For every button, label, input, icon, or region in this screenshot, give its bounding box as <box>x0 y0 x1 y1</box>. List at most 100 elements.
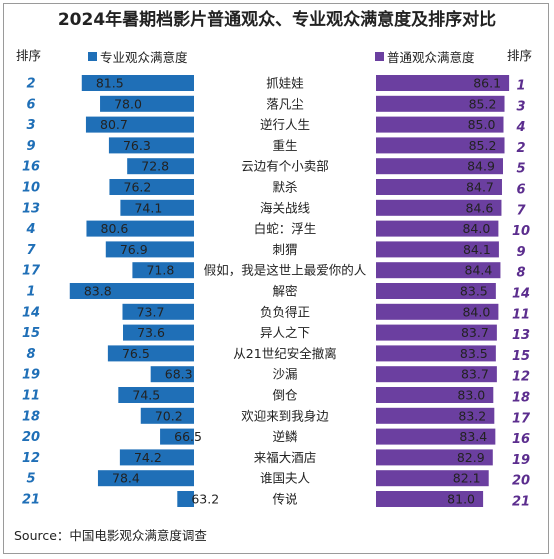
film-name: 解密 <box>272 284 297 299</box>
film-name: 白蛇：浮生 <box>254 221 317 236</box>
bar-professional <box>85 116 194 133</box>
rank-general: 15 <box>512 349 530 364</box>
bar-professional <box>177 491 194 507</box>
rank-professional: 11 <box>22 389 40 404</box>
rank-professional: 12 <box>22 451 40 466</box>
film-name: 从21世纪安全撤离 <box>233 346 336 361</box>
bar-professional <box>105 241 194 258</box>
rank-general: 7 <box>516 203 526 218</box>
value-label-professional: 80.7 <box>100 117 128 132</box>
bar-general <box>376 179 502 195</box>
film-name: 默杀 <box>272 180 297 195</box>
rank-general: 17 <box>512 411 531 426</box>
chart-rows: 2 81.5 抓娃娃 86.1 16 78.0 落凡尘 85.2 33 80.7 逆行人生 85.0 4… <box>22 75 531 510</box>
rank-professional: 9 <box>26 139 35 154</box>
value-label-general: 81.0 <box>447 492 475 507</box>
value-label-general: 83.7 <box>461 367 489 382</box>
value-label-professional: 76.5 <box>122 346 150 361</box>
value-label-general: 85.0 <box>468 117 496 132</box>
value-label-professional: 73.7 <box>137 304 165 319</box>
rank-professional: 2 <box>26 77 35 92</box>
bar-general <box>376 241 499 258</box>
bar-professional <box>81 75 194 91</box>
film-name: 异人之下 <box>260 325 310 340</box>
rank-professional: 18 <box>22 409 40 424</box>
bar-professional <box>120 199 194 216</box>
rank-professional: 8 <box>26 347 35 362</box>
value-label-general: 82.9 <box>457 450 485 465</box>
rank-professional: 4 <box>25 222 35 237</box>
film-name: 谁国夫人 <box>260 471 311 486</box>
rank-general: 14 <box>512 287 530 302</box>
rank-general: 1 <box>516 79 525 94</box>
value-label-professional: 76.9 <box>120 242 148 257</box>
bar-general <box>376 366 497 383</box>
bar-general <box>376 199 502 216</box>
film-name: 传说 <box>272 492 297 507</box>
value-label-general: 83.5 <box>460 284 488 299</box>
film-name: 逆鳞 <box>272 429 298 444</box>
bar-general <box>376 158 503 175</box>
rank-general: 8 <box>516 266 525 281</box>
legend-swatch-general <box>375 52 384 61</box>
film-name: 海关战线 <box>260 200 311 215</box>
rank-professional: 5 <box>26 472 35 487</box>
bar-professional <box>108 137 194 154</box>
legend-label-professional: 专业观众满意度 <box>100 50 188 65</box>
value-label-general: 86.1 <box>473 76 501 91</box>
bar-professional <box>132 262 194 279</box>
bar-general <box>376 324 497 341</box>
value-label-general: 83.2 <box>458 408 486 423</box>
value-label-general: 84.1 <box>463 242 491 257</box>
value-label-professional: 66.5 <box>174 429 202 444</box>
bar-professional <box>160 428 194 445</box>
bar-professional <box>122 303 194 320</box>
bar-professional <box>100 95 194 112</box>
value-label-professional: 78.0 <box>114 96 142 111</box>
value-label-professional: 80.6 <box>101 221 129 236</box>
value-label-professional: 78.4 <box>112 471 140 486</box>
bar-professional <box>123 324 194 341</box>
bar-general <box>376 116 504 133</box>
film-name: 负负得正 <box>260 304 310 319</box>
film-name: 来福大酒店 <box>254 450 317 465</box>
value-label-general: 84.0 <box>462 304 490 319</box>
rank-professional: 14 <box>22 305 40 320</box>
rank-general: 16 <box>512 432 530 447</box>
value-label-professional: 83.8 <box>84 284 112 299</box>
value-label-general: 82.1 <box>453 471 481 486</box>
rank-professional: 20 <box>22 430 40 445</box>
value-label-general: 83.7 <box>461 325 489 340</box>
rank-general: 2 <box>516 141 525 156</box>
rank-general: 18 <box>512 391 530 406</box>
value-label-general: 83.0 <box>457 388 485 403</box>
film-name: 落凡尘 <box>266 96 304 111</box>
chart-source: Source：中国电影观众满意度调查 <box>14 528 207 543</box>
value-label-professional: 68.3 <box>165 367 193 382</box>
bar-professional <box>118 387 194 403</box>
bar-general <box>376 303 499 320</box>
rank-general: 20 <box>512 474 530 489</box>
rank-professional: 10 <box>22 181 40 196</box>
rank-general: 5 <box>516 162 525 177</box>
legend-swatch-professional <box>88 52 97 61</box>
rank-professional: 15 <box>22 326 40 341</box>
value-label-professional: 73.6 <box>137 325 165 340</box>
film-name: 沙漏 <box>272 367 297 382</box>
bar-general <box>376 407 495 424</box>
bar-professional <box>107 345 194 362</box>
rank-header-right: 排序 <box>507 48 532 63</box>
bar-general <box>376 75 510 91</box>
rank-general: 10 <box>512 224 530 239</box>
bar-general <box>376 387 494 403</box>
value-label-general: 84.7 <box>466 180 494 195</box>
bar-professional <box>86 220 194 237</box>
rank-general: 19 <box>512 453 530 468</box>
bar-professional <box>119 449 194 466</box>
rank-professional: 13 <box>22 201 40 216</box>
rank-professional: 1 <box>26 285 35 300</box>
rank-professional: 21 <box>22 493 40 508</box>
value-label-professional: 72.8 <box>141 159 169 174</box>
rank-professional: 7 <box>26 243 36 258</box>
bar-professional <box>109 179 194 195</box>
